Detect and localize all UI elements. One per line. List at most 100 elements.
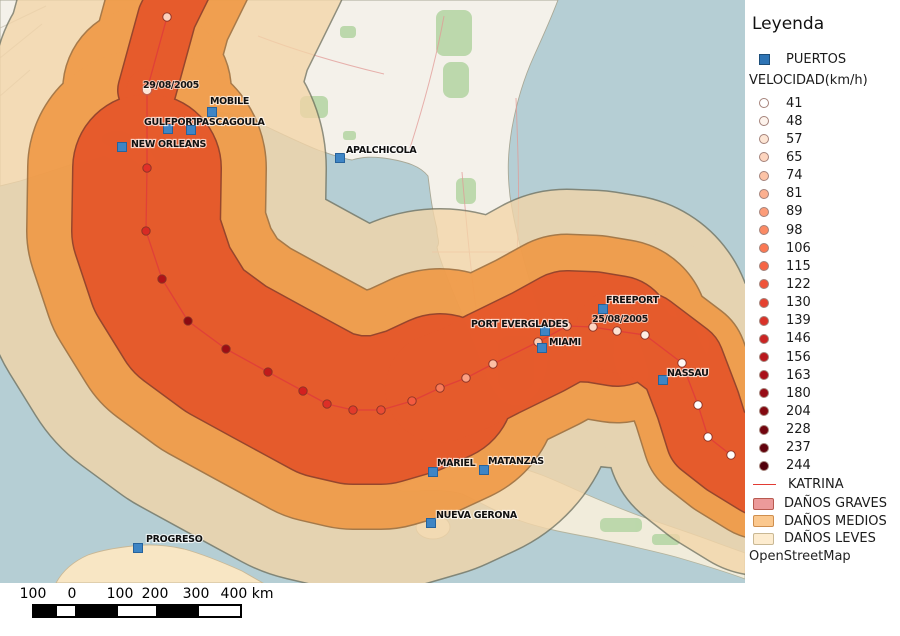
port-marker-new-orleans[interactable] xyxy=(117,142,127,152)
legend-velocity-row: 139 xyxy=(745,312,900,330)
port-marker-nassau[interactable] xyxy=(658,375,668,385)
port-marker-mariel[interactable] xyxy=(428,467,438,477)
port-marker-pascagoula[interactable] xyxy=(186,125,196,135)
port-label-gulfport: GULFPORT xyxy=(144,117,199,128)
legend-velocity-row: 89 xyxy=(745,203,900,221)
zone-label: DAÑOS LEVES xyxy=(784,531,876,547)
port-marker-matanzas[interactable] xyxy=(479,465,489,475)
velocity-dot xyxy=(759,261,769,272)
zone-swatch xyxy=(753,515,774,528)
legend-velocity-row: 57 xyxy=(745,130,900,148)
attribution: OpenStreetMap xyxy=(749,549,851,564)
legend-velocity-row: 244 xyxy=(745,457,900,475)
legend-velocity-row: 65 xyxy=(745,148,900,166)
map-viewport[interactable]: NEW ORLEANS GULFPORT PASCAGOULA MOBILE APALC… xyxy=(0,0,745,583)
port-marker-nueva-gerona[interactable] xyxy=(426,518,436,528)
port-marker-miami[interactable] xyxy=(537,343,547,353)
track-point[interactable] xyxy=(677,358,687,368)
velocity-dot xyxy=(759,442,769,453)
track-point[interactable] xyxy=(703,432,713,442)
velocity-dot xyxy=(759,188,769,199)
velocity-dot xyxy=(759,116,769,127)
track-point[interactable] xyxy=(407,396,417,406)
scale-label: 0 xyxy=(67,586,77,602)
track-point[interactable] xyxy=(588,322,598,332)
legend-zone-row: DAÑOS MEDIOS xyxy=(745,513,887,531)
track-point[interactable] xyxy=(461,373,471,383)
land-yucatan xyxy=(55,544,264,583)
velocity-dot xyxy=(759,388,769,399)
track-point[interactable] xyxy=(612,326,622,336)
port-label-miami: MIAMI xyxy=(549,337,581,348)
port-marker-swatch xyxy=(759,54,770,65)
track-point[interactable] xyxy=(142,163,152,173)
scale-segment xyxy=(75,606,118,616)
velocity-dot xyxy=(759,225,769,236)
velocity-dot xyxy=(759,152,769,163)
scale-label: 300 xyxy=(182,586,210,602)
katrina-label: KATRINA xyxy=(788,477,844,492)
port-marker-port-everglades[interactable] xyxy=(540,326,550,336)
track-point[interactable] xyxy=(435,383,445,393)
track-point[interactable] xyxy=(157,274,167,284)
legend-zone-row: DAÑOS GRAVES xyxy=(745,495,887,513)
zone-swatch xyxy=(753,532,774,545)
track-point[interactable] xyxy=(162,12,172,22)
track-point[interactable] xyxy=(141,226,151,236)
legend-panel: Leyenda PUERTOS VELOCIDAD(km/h) 41 48 57 65… xyxy=(745,0,900,636)
port-marker-mobile[interactable] xyxy=(207,107,217,117)
track-point[interactable] xyxy=(488,359,498,369)
velocity-value: 204 xyxy=(786,403,811,419)
track-point[interactable] xyxy=(141,84,153,96)
legend-velocity-row: 180 xyxy=(745,384,900,402)
legend-velocity-row: 228 xyxy=(745,421,900,439)
scale-segment xyxy=(118,606,156,616)
velocity-dot xyxy=(759,352,769,363)
velocity-value: 48 xyxy=(786,113,803,129)
velocity-dot xyxy=(759,460,769,471)
legend-velocity-row: 48 xyxy=(745,112,900,130)
legend-velocity-row: 74 xyxy=(745,167,900,185)
scale-segment xyxy=(57,606,75,616)
velocity-value: 65 xyxy=(786,149,803,165)
legend-katrina-row: KATRINA xyxy=(745,476,844,493)
velocity-dot xyxy=(759,206,769,217)
track-point[interactable] xyxy=(221,344,231,354)
legend-velocity-row: 98 xyxy=(745,221,900,239)
port-marker-freeport[interactable] xyxy=(598,304,608,314)
port-marker-progreso[interactable] xyxy=(133,543,143,553)
port-label-freeport: FREEPORT xyxy=(606,295,660,306)
track-point[interactable] xyxy=(726,450,736,460)
velocity-value: 57 xyxy=(786,131,803,147)
velocity-section-title: VELOCIDAD(km/h) xyxy=(749,73,868,88)
velocity-dot xyxy=(759,279,769,290)
legend-zone-rows: DAÑOS GRAVES DAÑOS MEDIOS DAÑOS LEVES xyxy=(745,495,887,548)
legend-velocity-row: 163 xyxy=(745,366,900,384)
zone-label: DAÑOS GRAVES xyxy=(784,496,888,512)
scale-label: 400 km xyxy=(220,586,274,602)
track-point[interactable] xyxy=(263,367,273,377)
legend-puertos-row: PUERTOS xyxy=(745,52,846,67)
port-label-apalchicola: APALCHICOLA xyxy=(346,145,417,156)
track-point[interactable] xyxy=(322,399,332,409)
track-point[interactable] xyxy=(376,405,386,415)
track-point[interactable] xyxy=(348,405,358,415)
track-point[interactable] xyxy=(183,316,193,326)
velocity-dot xyxy=(759,315,769,326)
velocity-value: 139 xyxy=(786,313,811,329)
port-marker-gulfport[interactable] xyxy=(163,124,173,134)
track-point[interactable] xyxy=(693,400,703,410)
scale-segment xyxy=(199,606,240,616)
date-label: 25/08/2005 xyxy=(592,314,648,325)
port-label-mariel: MARIEL xyxy=(437,458,476,469)
velocity-value: 244 xyxy=(786,458,811,474)
track-point[interactable] xyxy=(562,321,572,331)
track-point[interactable] xyxy=(640,330,650,340)
scale-bar: 100 0 100 200 300 400 km xyxy=(0,585,300,635)
track-point[interactable] xyxy=(298,386,308,396)
port-marker-apalchicola[interactable] xyxy=(335,153,345,163)
velocity-value: 130 xyxy=(786,295,811,311)
date-label: 29/08/2005 xyxy=(143,80,199,91)
